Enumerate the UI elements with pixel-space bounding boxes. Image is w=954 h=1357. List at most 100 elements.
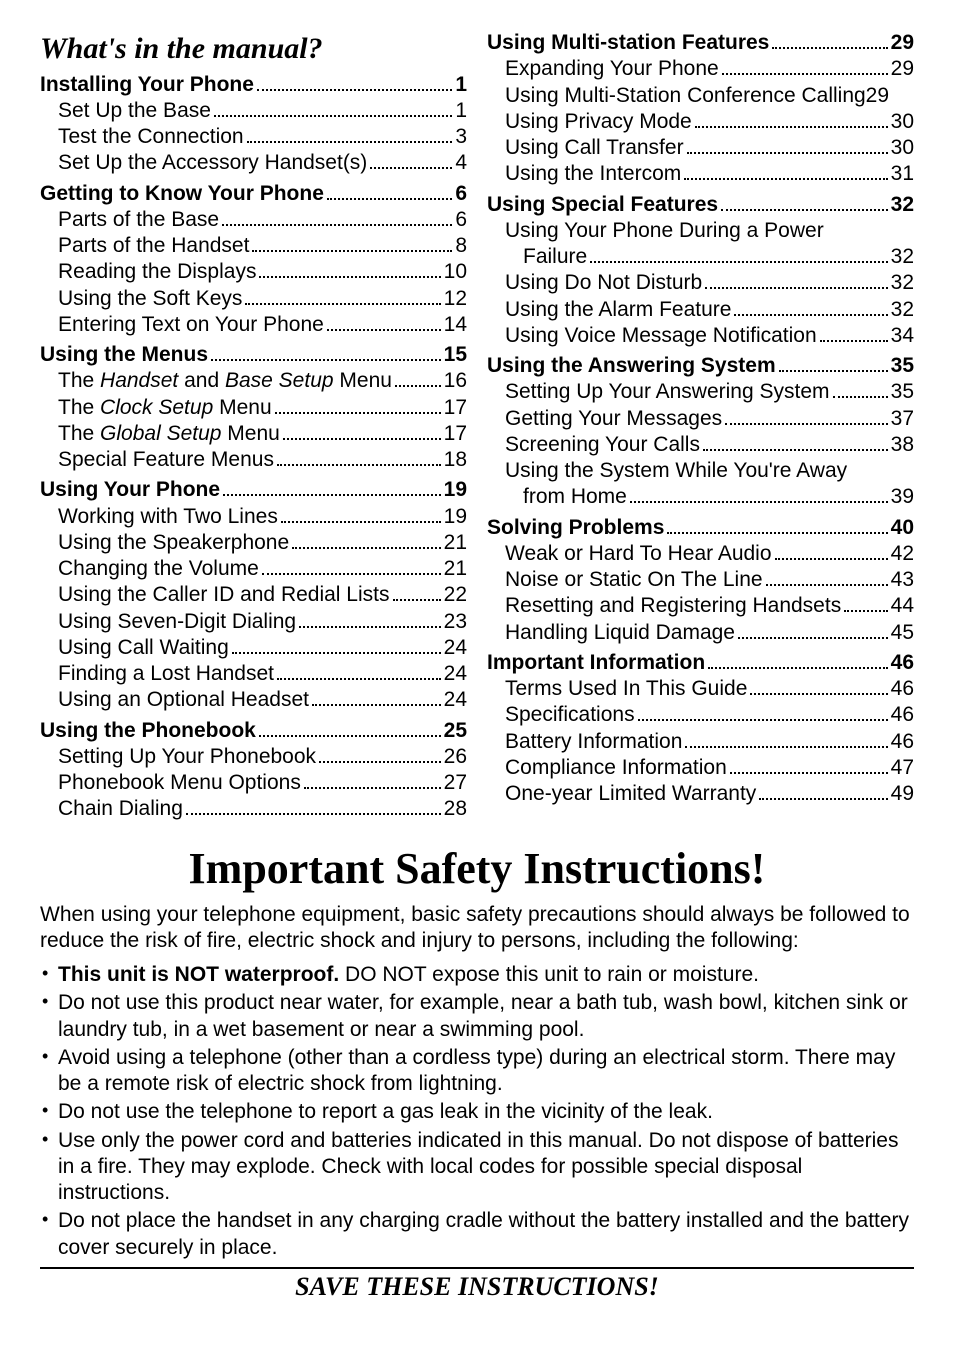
toc-entry: Using the Alarm Feature32 xyxy=(487,297,914,323)
toc-page: 17 xyxy=(444,421,467,447)
toc-page: 25 xyxy=(444,718,467,744)
toc-page: 35 xyxy=(891,379,914,405)
toc-page: 22 xyxy=(444,582,467,608)
toc-page: 40 xyxy=(891,515,914,541)
toc-entry: Setting Up Your Phonebook26 xyxy=(40,744,467,770)
safety-heading: Important Safety Instructions! xyxy=(40,841,914,896)
toc-entry: Changing the Volume 21 xyxy=(40,556,467,582)
toc-label: Terms Used In This Guide xyxy=(487,676,747,702)
toc-entry: The Handset and Base Setup Menu16 xyxy=(40,368,467,394)
toc-entry: Using Privacy Mode30 xyxy=(487,109,914,135)
toc-page: 32 xyxy=(891,192,914,218)
toc-page: 44 xyxy=(891,593,914,619)
toc-entry: The Clock Setup Menu17 xyxy=(40,395,467,421)
toc-entry: Using Seven-Digit Dialing23 xyxy=(40,609,467,635)
divider xyxy=(40,1267,914,1269)
toc-label: Compliance Information xyxy=(487,755,727,781)
toc-page: 45 xyxy=(891,620,914,646)
toc-entry: from Home 39 xyxy=(487,484,914,510)
toc-entry: Using Call Waiting 24 xyxy=(40,635,467,661)
safety-bullet: This unit is NOT waterproof. DO NOT expo… xyxy=(40,962,914,988)
toc-label: Using Privacy Mode xyxy=(487,109,692,135)
toc-page: 39 xyxy=(891,484,914,510)
toc-label: Entering Text on Your Phone xyxy=(40,312,324,338)
toc-page: 6 xyxy=(455,207,467,233)
toc-label: Using Call Transfer xyxy=(487,135,684,161)
toc-page: 21 xyxy=(444,530,467,556)
toc-entry: Set Up the Base1 xyxy=(40,98,467,124)
toc-section: Using Your Phone 19 xyxy=(40,477,467,503)
toc-section: Using the Menus15 xyxy=(40,342,467,368)
toc-page: 46 xyxy=(891,729,914,755)
toc-label: Using Do Not Disturb xyxy=(487,270,702,296)
toc-columns: What's in the manual? Installing Your Ph… xyxy=(40,30,914,823)
toc-label: Getting to Know Your Phone xyxy=(40,181,324,207)
toc-label: Phonebook Menu Options xyxy=(40,770,301,796)
toc-page: 24 xyxy=(444,635,467,661)
toc-label: Using Call Waiting xyxy=(40,635,229,661)
toc-entry: Using the System While You're Away xyxy=(487,458,914,484)
toc-entry: One-year Limited Warranty 49 xyxy=(487,781,914,807)
toc-page: 32 xyxy=(891,270,914,296)
toc-label: Working with Two Lines xyxy=(40,504,278,530)
toc-page: 16 xyxy=(444,368,467,394)
toc-label: Setting Up Your Answering System xyxy=(487,379,830,405)
toc-entry: Failure32 xyxy=(487,244,914,270)
toc-label: Using Your Phone xyxy=(40,477,220,503)
toc-left-column: What's in the manual? Installing Your Ph… xyxy=(40,30,467,823)
toc-entry: Using an Optional Headset 24 xyxy=(40,687,467,713)
toc-page: 31 xyxy=(891,161,914,187)
toc-entry: Using Do Not Disturb 32 xyxy=(487,270,914,296)
toc-label: Special Feature Menus xyxy=(40,447,274,473)
toc-label: Important Information xyxy=(487,650,705,676)
toc-entry: Entering Text on Your Phone14 xyxy=(40,312,467,338)
toc-entry: Resetting and Registering Handsets44 xyxy=(487,593,914,619)
toc-page: 17 xyxy=(444,395,467,421)
toc-label: Using Your Phone During a Power xyxy=(487,218,824,244)
toc-entry: Battery Information46 xyxy=(487,729,914,755)
toc-page: 46 xyxy=(891,676,914,702)
toc-label: Specifications xyxy=(487,702,635,728)
toc-label: Handling Liquid Damage xyxy=(487,620,735,646)
toc-entry: Handling Liquid Damage 45 xyxy=(487,620,914,646)
toc-label: One-year Limited Warranty xyxy=(487,781,756,807)
toc-label: from Home xyxy=(487,484,627,510)
toc-page: 12 xyxy=(444,286,467,312)
toc-page: 43 xyxy=(891,567,914,593)
toc-page: 8 xyxy=(455,233,467,259)
toc-section: Using Special Features 32 xyxy=(487,192,914,218)
toc-page: 49 xyxy=(891,781,914,807)
toc-label: Using Multi-Station Conference Calling xyxy=(487,83,866,109)
toc-page: 42 xyxy=(891,541,914,567)
toc-page: 6 xyxy=(455,181,467,207)
toc-label: Using the Caller ID and Redial Lists xyxy=(40,582,390,608)
toc-page: 21 xyxy=(444,556,467,582)
toc-page: 19 xyxy=(444,477,467,503)
toc-page: 15 xyxy=(444,342,467,368)
toc-entry: Setting Up Your Answering System 35 xyxy=(487,379,914,405)
toc-label: Failure xyxy=(487,244,587,270)
toc-label: Using Seven-Digit Dialing xyxy=(40,609,296,635)
toc-label: Using the System While You're Away xyxy=(487,458,847,484)
toc-label: Finding a Lost Handset xyxy=(40,661,274,687)
toc-label: Reading the Displays xyxy=(40,259,256,285)
safety-intro: When using your telephone equipment, bas… xyxy=(40,902,914,955)
toc-label: Using Multi-station Features xyxy=(487,30,769,56)
toc-page: 24 xyxy=(444,687,467,713)
toc-section: Solving Problems40 xyxy=(487,515,914,541)
toc-label: Using Special Features xyxy=(487,192,718,218)
toc-label: Changing the Volume xyxy=(40,556,259,582)
toc-label: Using an Optional Headset xyxy=(40,687,309,713)
toc-entry: Chain Dialing28 xyxy=(40,796,467,822)
toc-entry: Parts of the Base6 xyxy=(40,207,467,233)
toc-label: Using the Alarm Feature xyxy=(487,297,731,323)
toc-entry: Set Up the Accessory Handset(s)4 xyxy=(40,150,467,176)
safety-bullet: Do not use the telephone to report a gas… xyxy=(40,1099,914,1125)
toc-entry: Reading the Displays10 xyxy=(40,259,467,285)
toc-label: Weak or Hard To Hear Audio xyxy=(487,541,772,567)
toc-entry: Weak or Hard To Hear Audio 42 xyxy=(487,541,914,567)
toc-right-column: Using Multi-station Features29Expanding … xyxy=(487,30,914,823)
toc-page: 27 xyxy=(444,770,467,796)
toc-page: 46 xyxy=(891,650,914,676)
safety-bullet: Avoid using a telephone (other than a co… xyxy=(40,1045,914,1098)
